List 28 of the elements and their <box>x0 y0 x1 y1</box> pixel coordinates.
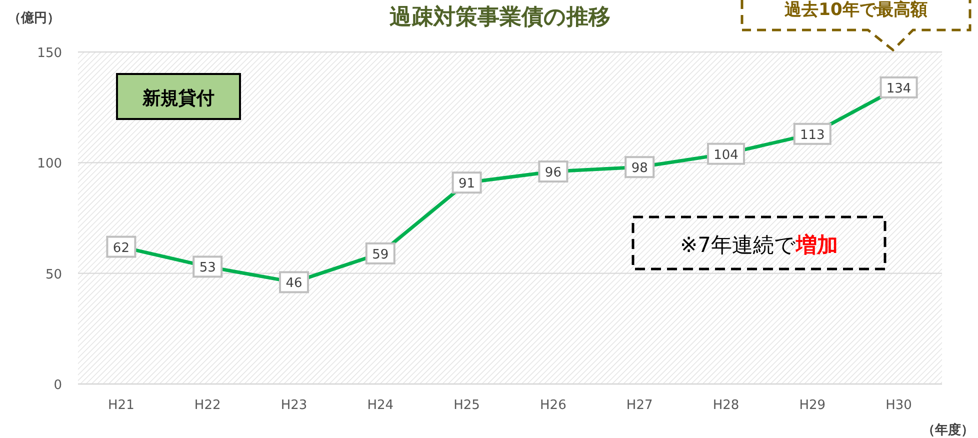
chart-title: 過疎対策事業債の推移 <box>390 4 610 30</box>
x-tick-label: H27 <box>626 398 653 413</box>
annotation: ※7年連続で <box>680 233 796 257</box>
x-tick-label: H29 <box>799 398 826 413</box>
x-tick-label: H21 <box>108 398 134 413</box>
data-label: 59 <box>372 247 389 262</box>
y-tick-label: 0 <box>54 378 62 393</box>
x-tick-label: H24 <box>367 398 394 413</box>
data-label: 53 <box>199 260 216 276</box>
y-tick-label: 50 <box>45 267 62 282</box>
annotation: 増加 <box>794 233 838 257</box>
y-tick-label: 150 <box>37 46 62 61</box>
annotation: 新規貸付 <box>142 88 214 109</box>
x-tick-label: H28 <box>712 398 740 413</box>
x-tick-label: H30 <box>886 398 912 413</box>
y-axis-title: （億円） <box>8 10 60 26</box>
data-label: 91 <box>458 176 476 192</box>
x-tick-label: H23 <box>280 398 308 413</box>
data-label: 98 <box>631 161 648 176</box>
x-axis-title: （年度） <box>922 422 974 438</box>
y-tick-label: 100 <box>37 156 62 172</box>
x-tick-label: H22 <box>194 398 221 413</box>
data-label: 96 <box>544 166 562 181</box>
data-label: 46 <box>286 276 302 292</box>
text: 過去10年で最高額 <box>784 0 928 20</box>
data-label: 62 <box>112 240 130 256</box>
x-tick-label: H26 <box>540 398 566 413</box>
x-tick-label: H25 <box>454 398 480 413</box>
